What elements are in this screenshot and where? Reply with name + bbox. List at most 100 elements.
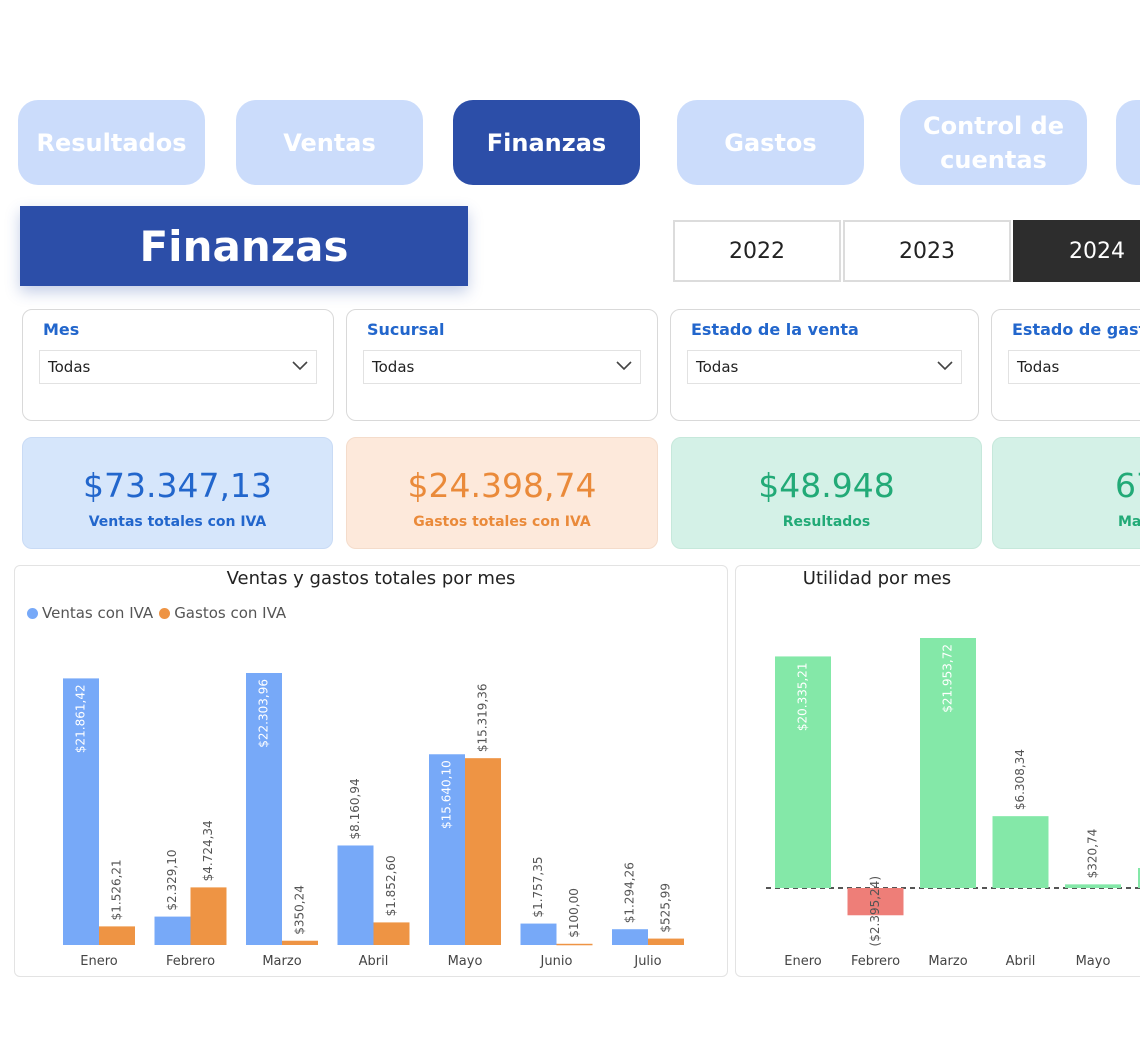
data-label: $20.335,21 (796, 662, 810, 731)
bar-gastos (282, 940, 318, 945)
x-tick-label: Febrero (166, 954, 215, 969)
tab-resultados[interactable]: Resultados (18, 100, 205, 185)
x-tick-label: Enero (784, 954, 822, 969)
utilidad-bar (847, 888, 904, 916)
page-title: Finanzas (20, 206, 468, 286)
bar-ventas (246, 673, 282, 945)
filter-sucursal: Sucursal Todas (346, 309, 658, 421)
bar-gastos (99, 926, 135, 945)
bar-ventas (63, 678, 99, 945)
data-label: $21.861,42 (74, 684, 88, 753)
data-label: $1.294,26 (623, 862, 637, 923)
kpi-resultados: $48.948 Resultados (671, 437, 982, 549)
filter-mes: Mes Todas (22, 309, 334, 421)
filter-label: Estado de la venta (691, 320, 859, 339)
kpi-margen: 67 Ma (992, 437, 1140, 549)
data-label: $100,00 (567, 888, 581, 938)
utilidad-bar (1065, 884, 1121, 888)
data-label: $6.308,34 (1013, 749, 1027, 810)
x-tick-label: Mayo (1076, 954, 1111, 969)
filter-estado-gasto: Estado de gasto Todas (991, 309, 1140, 421)
legend-dot-ventas (27, 607, 38, 619)
year-button-2023[interactable]: 2023 (843, 220, 1011, 282)
dropdown-value: Todas (1017, 358, 1060, 376)
bar-gastos (373, 922, 410, 945)
data-label: $22.303,96 (257, 679, 271, 748)
x-tick-label: Enero (80, 954, 118, 969)
utilidad-bar (775, 656, 831, 888)
bar-ventas (429, 754, 465, 945)
x-tick-label: Marzo (928, 954, 967, 969)
utilidad-bar-partial (1138, 868, 1140, 888)
chart-title: Utilidad por mes (802, 568, 952, 589)
kpi-label: Resultados (782, 514, 871, 530)
data-label: $4.724,34 (201, 820, 215, 881)
bar-ventas (520, 923, 557, 945)
kpi-value: $48.948 (758, 466, 895, 505)
kpi-value: $73.347,13 (83, 466, 272, 505)
ventas-gastos-chart-panel: Ventas y gastos totales por mes Ventas c… (14, 565, 728, 977)
filter-label: Sucursal (367, 320, 445, 339)
kpi-label: Ma (1118, 514, 1140, 530)
bar-gastos (190, 887, 227, 945)
estado-gasto-dropdown[interactable]: Todas (1008, 350, 1140, 384)
kpi-gastos: $24.398,74 Gastos totales con IVA (346, 437, 658, 549)
legend-item-gastos[interactable]: Gastos con IVA (174, 604, 287, 622)
dropdown-value: Todas (372, 358, 415, 376)
data-label: $525,99 (659, 883, 673, 933)
dropdown-value: Todas (696, 358, 739, 376)
sucursal-dropdown[interactable]: Todas (363, 350, 641, 384)
x-tick-label: Marzo (262, 954, 301, 969)
data-label: $1.526,21 (109, 859, 123, 920)
data-label: $21.953,72 (941, 644, 955, 713)
tab-partial[interactable] (1116, 100, 1140, 185)
filter-label: Estado de gasto (1012, 320, 1140, 339)
x-tick-label: Abril (1006, 954, 1036, 969)
chevron-down-icon (937, 361, 953, 371)
year-button-2024[interactable]: 2024 (1013, 220, 1140, 282)
data-label: $1.757,35 (531, 856, 545, 917)
estado-venta-dropdown[interactable]: Todas (687, 350, 962, 384)
mes-dropdown[interactable]: Todas (39, 350, 317, 384)
utilidad-bar (992, 816, 1049, 888)
tab-gastos[interactable]: Gastos (677, 100, 864, 185)
x-tick-label: Abril (359, 954, 389, 969)
bar-gastos (648, 938, 684, 945)
filter-label: Mes (43, 320, 80, 339)
chevron-down-icon (616, 361, 632, 371)
bar-ventas (154, 916, 191, 945)
data-label: $350,24 (293, 885, 307, 935)
data-label: $15.640,10 (440, 760, 454, 829)
bar-gastos (465, 758, 501, 945)
tab-finanzas[interactable]: Finanzas (453, 100, 640, 185)
tab-control-de-cuentas[interactable]: Control de cuentas (900, 100, 1087, 185)
data-label: $2.329,10 (165, 850, 179, 911)
x-tick-label: Julio (633, 954, 661, 969)
bar-gastos (556, 943, 593, 946)
data-label: $1.852,60 (384, 855, 398, 916)
x-tick-label: Mayo (448, 954, 483, 969)
utilidad-bar (920, 638, 976, 888)
legend-dot-gastos (159, 607, 171, 619)
data-label: $320,74 (1086, 829, 1100, 879)
data-label: $8.160,94 (348, 778, 362, 839)
x-tick-label: Febrero (851, 954, 900, 969)
filter-estado-venta: Estado de la venta Todas (670, 309, 979, 421)
kpi-label: Ventas totales con IVA (88, 514, 267, 530)
utilidad-chart-panel: Utilidad por mes $20.335,21 Enero ($2.395,… (735, 565, 1140, 977)
kpi-value: $24.398,74 (407, 466, 597, 505)
tab-ventas[interactable]: Ventas (236, 100, 423, 185)
ventas-gastos-bar-chart: $21.861,42 $1.526,21 Enero $2.329,10 $4.724,… (63, 673, 684, 969)
dropdown-value: Todas (48, 358, 91, 376)
utilidad-bar-chart: $20.335,21 Enero ($2.395,24) Febrero $21.953… (766, 638, 1140, 969)
kpi-value: 67 (1115, 466, 1140, 505)
data-label: ($2.395,24) (868, 876, 882, 946)
bar-ventas (337, 845, 374, 945)
kpi-label: Gastos totales con IVA (413, 514, 591, 530)
chevron-down-icon (292, 361, 308, 371)
kpi-ventas: $73.347,13 Ventas totales con IVA (22, 437, 333, 549)
legend-item-ventas[interactable]: Ventas con IVA (42, 604, 154, 622)
year-button-2022[interactable]: 2022 (673, 220, 841, 282)
chart-title: Ventas y gastos totales por mes (226, 568, 516, 589)
x-tick-label: Junio (540, 954, 573, 969)
